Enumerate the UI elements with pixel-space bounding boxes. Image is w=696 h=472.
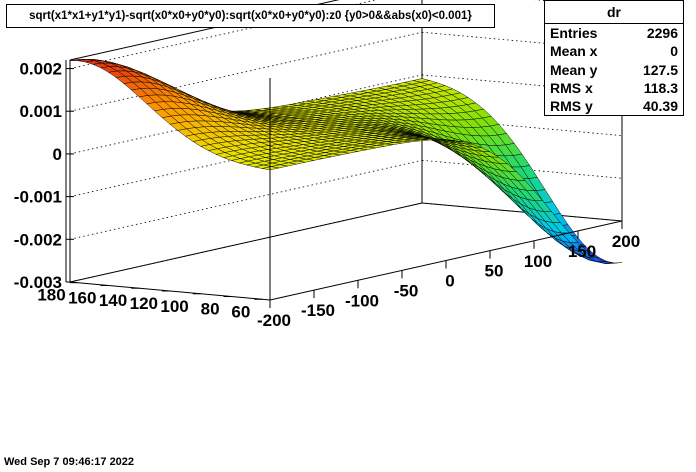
stats-title: dr (545, 1, 683, 24)
y-tick-label: 100 (160, 297, 188, 316)
timestamp: Wed Sep 7 09:46:17 2022 (4, 456, 135, 468)
stats-value: 2296 (646, 25, 678, 41)
stats-value: 0 (670, 43, 678, 60)
grid-line-z (69, 0, 378, 69)
x-tick-label: -100 (345, 291, 379, 310)
y-tick-label: 80 (201, 300, 220, 319)
z-tick-label: -0.002 (14, 230, 62, 249)
z-tick-label: 0.002 (19, 60, 62, 79)
stats-label: Mean y (550, 61, 598, 78)
box-edge (69, 202, 423, 283)
stats-value: 40.39 (642, 98, 678, 115)
x-tick-label: 150 (568, 242, 596, 261)
box-edge (421, 202, 623, 222)
surface-cell (262, 166, 279, 171)
stats-box: dr Entries 2296 Mean x 0 Mean y 127.5 RM… (544, 0, 684, 116)
stats-row-mean-y: Mean y 127.5 (545, 61, 683, 79)
stats-row-entries: Entries 2296 (545, 24, 683, 42)
x-tick-label: 200 (612, 232, 640, 251)
z-tick-label: -0.001 (14, 188, 62, 207)
z-tick-label: 0 (53, 145, 62, 164)
y-tick-label: 180 (37, 286, 65, 305)
x-tick-label: -150 (301, 301, 335, 320)
surface-mesh (69, 59, 623, 264)
stats-label: RMS x (550, 79, 593, 96)
stats-label: Mean x (550, 43, 598, 60)
y-tick-label: 140 (99, 291, 127, 310)
stats-value: 118.3 (643, 79, 678, 96)
grid-line-z (421, 117, 623, 137)
y-tick-label: 120 (130, 294, 158, 313)
stats-row-mean-x: Mean x 0 (545, 42, 683, 60)
stats-row-rms-y: RMS y 40.39 (545, 97, 683, 115)
y-tick-label: 160 (68, 288, 96, 307)
plot-title: sqrt(x1*x1+y1*y1)-sqrt(x0*x0+y0*y0):sqrt… (6, 4, 495, 28)
stats-label: RMS y (550, 98, 593, 115)
grid-line-z (69, 31, 423, 112)
stats-label: Entries (550, 25, 598, 41)
x-tick-label: 100 (524, 252, 552, 271)
y-tick-label: 60 (231, 302, 250, 321)
grid-line-z (69, 159, 423, 240)
stats-value: 127.5 (642, 61, 678, 78)
x-tick-label: 50 (485, 262, 504, 281)
x-tick-label: 0 (445, 272, 454, 291)
x-tick-label: -50 (394, 281, 419, 300)
z-tick-label: -0.003 (14, 273, 62, 292)
x-tick-label: -200 (257, 311, 291, 330)
z-tick-label: 0.001 (19, 102, 62, 121)
stats-row-rms-x: RMS x 118.3 (545, 79, 683, 97)
